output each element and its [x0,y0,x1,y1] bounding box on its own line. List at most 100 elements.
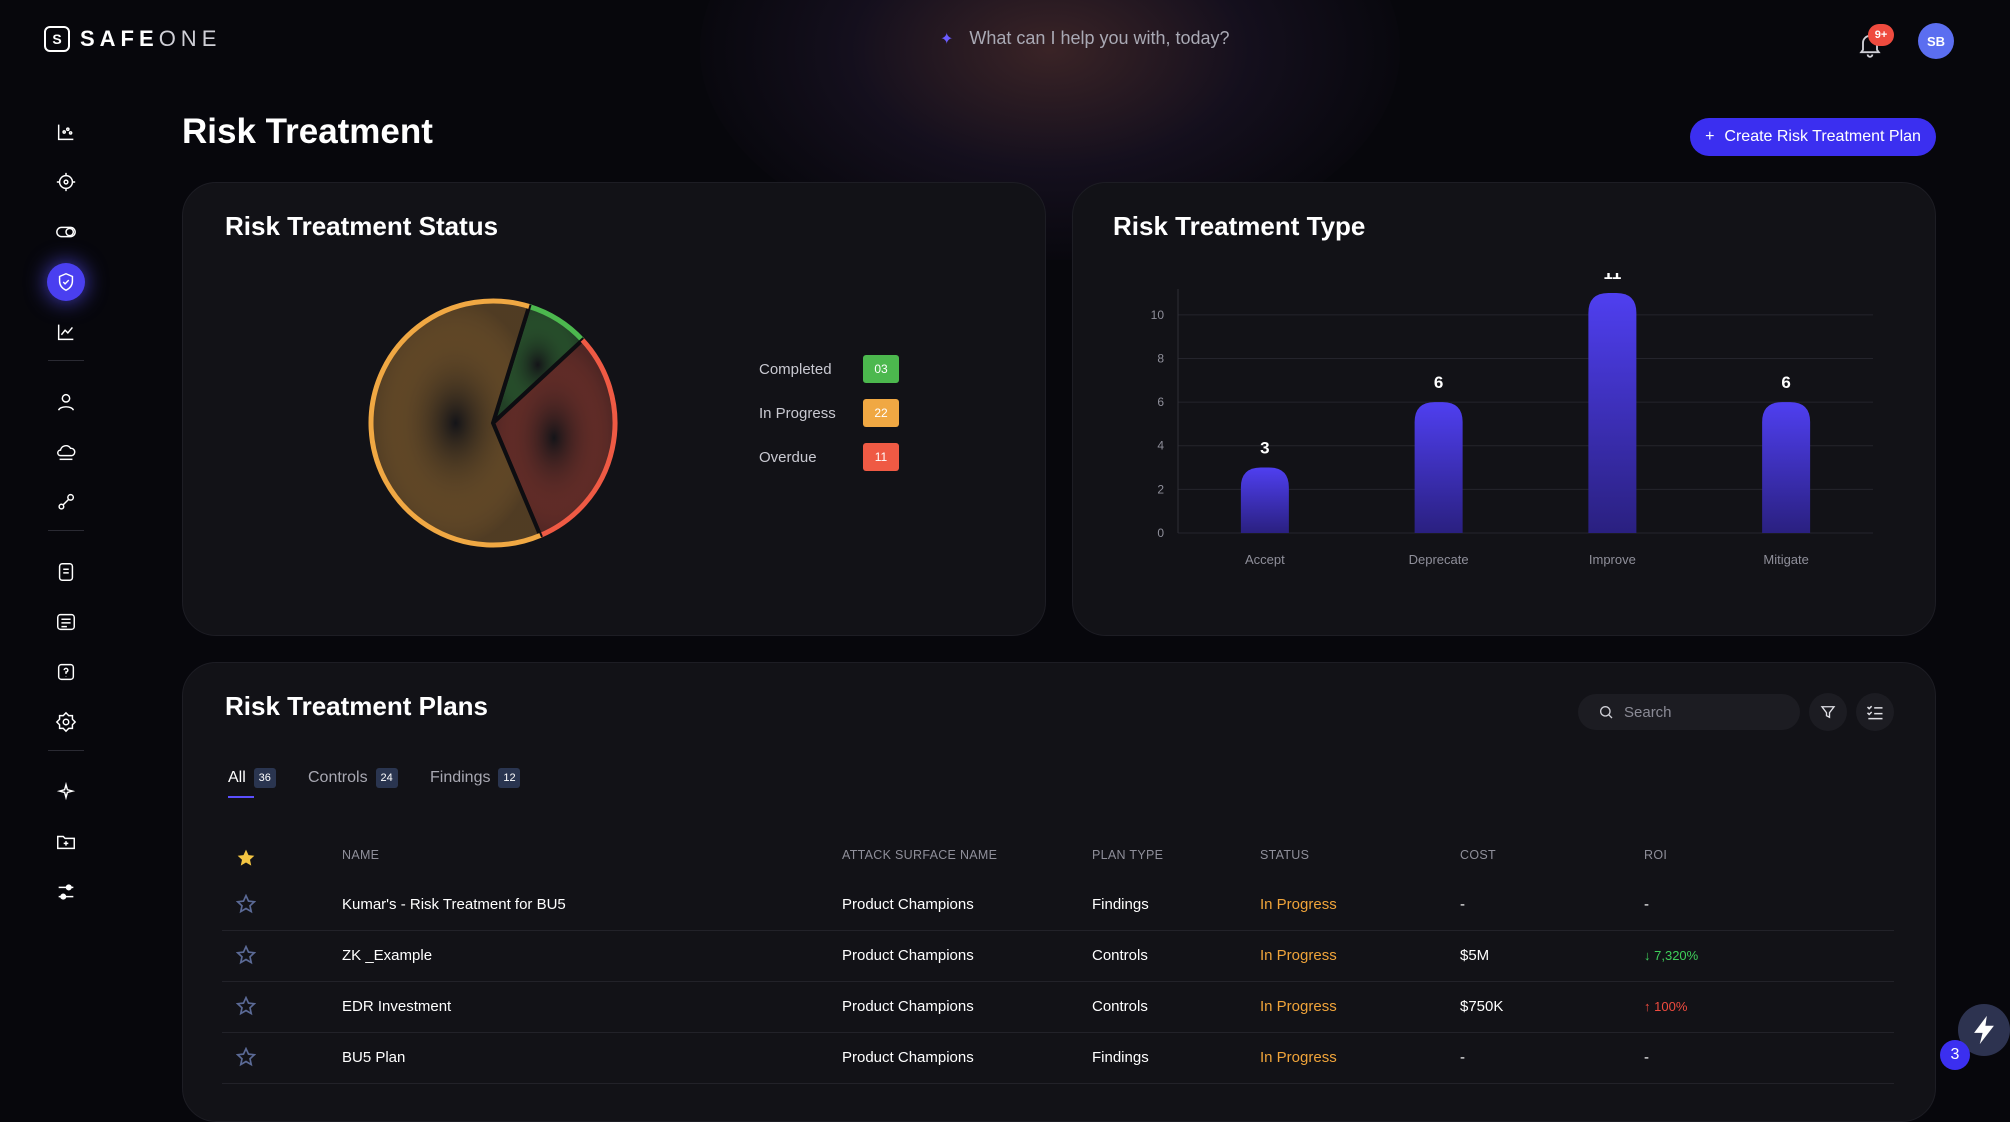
sidebar-item-cloud[interactable] [44,430,88,474]
cloud-icon [57,444,76,461]
plan-name[interactable]: BU5 Plan [342,1049,406,1066]
pie-arc-in-progress [368,298,542,548]
sidebar-item-folder-plus[interactable] [44,820,88,864]
chat-badge: 3 [1940,1040,1970,1070]
sliders-icon [58,884,74,900]
plan-type: Controls [1092,998,1148,1015]
column-settings-button[interactable] [1856,693,1894,731]
star-outline-icon[interactable] [236,945,256,965]
tab-findings[interactable]: Findings 12 [430,768,521,788]
roi-value: - [1644,896,1649,913]
active-tab-indicator [228,796,254,798]
y-tick-label: 0 [1157,526,1164,540]
sidebar-item-user[interactable] [44,380,88,424]
bar-value-label: 6 [1781,373,1790,392]
search-box[interactable] [1578,694,1800,730]
sidebar-item-toggle[interactable] [44,210,88,254]
logo[interactable]: S SAFEONE [44,26,221,52]
status-pie-chart [368,298,618,548]
roi-value: ↓ 7,320% [1644,948,1698,963]
x-category-label: Mitigate [1763,552,1809,567]
avatar[interactable]: SB [1918,23,1954,59]
tab-label: All [228,769,246,786]
bar-deprecate[interactable] [1414,402,1463,533]
sidebar-item-database[interactable] [44,550,88,594]
roi-cell: ↓ 7,320% [1644,947,1698,964]
sidebar-divider [48,360,84,361]
star-outline-icon[interactable] [236,1047,256,1067]
attack-surface-name: Product Champions [842,947,974,964]
roi-text: 7,320% [1654,948,1699,963]
star-outline-icon[interactable] [236,996,256,1016]
target-icon [56,172,76,192]
bolt-icon [1974,1015,1994,1045]
filter-icon [1820,706,1836,719]
y-tick-label: 2 [1157,482,1164,496]
bar-improve[interactable] [1588,293,1637,533]
column-header-attack-surface-name[interactable]: ATTACK SURFACE NAME [842,848,998,862]
type-bar-chart: 0 2 4 6 8 10 3 Accept 6 Deprecate 11 Improve 6 Mitiga… [1151,273,1873,567]
sidebar-item-integrations[interactable] [44,480,88,524]
plans-title: Risk Treatment Plans [225,691,488,721]
plan-name[interactable]: Kumar's - Risk Treatment for BU5 [342,896,566,913]
toggle-icon [56,226,76,238]
search-icon [1600,706,1613,719]
table-row[interactable]: EDR Investment Product Champions Control… [222,982,1894,1033]
sidebar-item-settings-gear[interactable] [44,700,88,744]
roi-value: - [1644,1049,1649,1066]
attack-surface-name: Product Champions [842,1049,974,1066]
filter-button[interactable] [1809,693,1847,731]
create-risk-treatment-plan-button[interactable]: + Create Risk Treatment Plan [1690,118,1936,156]
star-outline-icon[interactable] [236,894,256,914]
sidebar-item-list[interactable] [44,600,88,644]
assistant-prompt[interactable]: ✦ What can I help you with, today? [940,28,1230,49]
sparkle-icon [56,781,76,801]
active-indicator [47,263,85,301]
column-header-plan-type[interactable]: PLAN TYPE [1092,848,1164,862]
sidebar-item-help[interactable] [44,650,88,694]
sidebar-item-target[interactable] [44,160,88,204]
table-row[interactable]: Kumar's - Risk Treatment for BU5 Product… [222,880,1894,931]
sidebar-item-shield-check[interactable] [44,260,88,304]
plan-type: Findings [1092,896,1149,913]
create-button-label: Create Risk Treatment Plan [1724,128,1921,145]
legend-label: Overdue [759,448,817,466]
sidebar-item-dashboard[interactable] [44,110,88,154]
plan-name[interactable]: EDR Investment [342,998,452,1015]
sidebar-item-sparkle[interactable] [44,770,88,814]
table-row[interactable]: ZK _Example Product Champions Controls I… [222,931,1894,982]
top-bar: S SAFEONE ✦ What can I help you with, to… [0,0,2010,84]
bar-mitigate[interactable] [1762,402,1811,533]
legend-label: Completed [759,360,832,378]
folder-plus-icon [57,835,75,850]
column-header-status[interactable]: STATUS [1260,848,1310,862]
shield-check-icon [58,272,74,292]
plan-name[interactable]: ZK _Example [342,947,433,964]
search-input[interactable] [1622,702,1786,722]
table-header: NAME ATTACK SURFACE NAME PLAN TYPE STATUS CO… [222,848,1894,872]
y-tick-label: 4 [1157,439,1164,453]
tab-label: Findings [430,769,491,786]
y-tick-label: 8 [1157,351,1164,365]
sidebar-item-trend-chart[interactable] [44,310,88,354]
tab-all[interactable]: All 36 [228,768,276,788]
status-card-title: Risk Treatment Status [225,211,499,241]
status-text: In Progress [1260,947,1337,964]
legend-item-completed: Completed 03 [759,355,899,383]
sparkle-icon: ✦ [940,30,954,48]
column-header-cost[interactable]: COST [1460,848,1496,862]
logo-bold-text: SAFE [80,26,159,51]
status-text: In Progress [1260,1049,1337,1066]
sidebar-item-sliders[interactable] [44,870,88,914]
bar-accept[interactable] [1240,467,1289,533]
logo-text: SAFEONE [80,26,221,52]
type-card-title: Risk Treatment Type [1113,211,1366,241]
star-filled-icon[interactable] [236,848,256,868]
arrow-down-icon: ↓ [1644,948,1655,963]
checklist-icon [1866,705,1883,720]
tab-controls[interactable]: Controls 24 [308,768,398,788]
column-header-roi[interactable]: ROI [1644,848,1668,862]
y-tick-label: 10 [1151,308,1165,322]
column-header-name[interactable]: NAME [342,848,380,862]
table-row[interactable]: BU5 Plan Product Champions Findings In P… [222,1033,1894,1084]
